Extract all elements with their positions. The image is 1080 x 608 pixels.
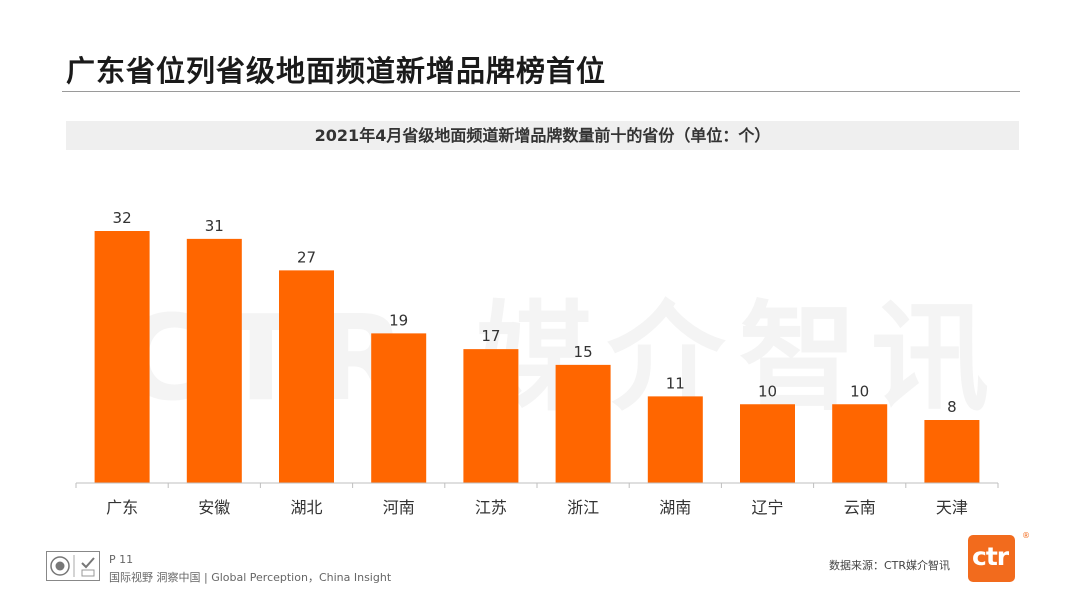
bar (740, 404, 795, 483)
certification-logo (46, 551, 100, 581)
ctr-logo-text: ctr (972, 542, 1009, 571)
bar-value-label: 10 (850, 382, 869, 400)
watermark: CTR 媒介智讯 (120, 289, 1004, 427)
bar (924, 420, 980, 483)
bar-value-label: 32 (113, 209, 132, 227)
bar (371, 333, 427, 483)
bar-value-label: 19 (389, 311, 408, 329)
bar-value-label: 17 (481, 327, 500, 345)
page-title: 广东省位列省级地面频道新增品牌榜首位 (66, 54, 607, 88)
title-divider (62, 91, 1020, 92)
bar-value-label: 10 (758, 382, 777, 400)
footer-tagline: 国际视野 洞察中国 | Global Perception，China Insi… (109, 571, 392, 584)
category-label: 浙江 (567, 498, 599, 517)
chart-title: 2021年4月省级地面频道新增品牌数量前十的省份（单位：个） (66, 121, 1019, 150)
category-label: 天津 (936, 498, 968, 517)
category-label: 河南 (383, 498, 415, 517)
category-label: 辽宁 (751, 498, 783, 517)
page-number: P 11 (109, 553, 134, 566)
bar-value-label: 31 (205, 217, 224, 235)
category-label: 湖南 (659, 498, 691, 517)
bar-value-label: 15 (574, 343, 593, 361)
data-source: 数据来源：CTR媒介智讯 (829, 559, 951, 572)
category-label: 湖北 (290, 498, 322, 517)
bar-value-label: 27 (297, 248, 316, 266)
bar (186, 238, 242, 483)
category-label: 云南 (844, 498, 876, 517)
ctr-logo: ctr (968, 535, 1015, 582)
bar-value-label: 11 (666, 374, 685, 392)
category-label: 江苏 (475, 498, 507, 517)
category-label: 广东 (106, 498, 138, 517)
bar (94, 231, 150, 483)
category-label: 安徽 (198, 498, 230, 517)
bar (832, 404, 888, 483)
bar (555, 364, 611, 483)
bar (647, 396, 703, 483)
registered-mark: ® (1022, 531, 1030, 540)
bar (463, 349, 519, 483)
bar (279, 270, 334, 483)
bar-value-label: 8 (947, 398, 957, 416)
